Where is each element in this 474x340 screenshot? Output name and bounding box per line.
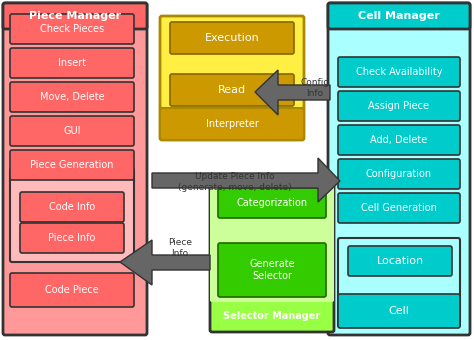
Text: Execution: Execution [205,33,259,43]
Text: Location: Location [376,256,424,266]
Text: Add, Delete: Add, Delete [370,135,428,145]
Text: Update Piece Info
(generate, move, delete): Update Piece Info (generate, move, delet… [178,172,292,192]
Text: Piece Manager: Piece Manager [29,11,121,21]
Text: Code Piece: Code Piece [45,285,99,295]
Text: Piece Info: Piece Info [48,233,96,243]
Text: Move, Delete: Move, Delete [40,92,104,102]
Text: Selector Manager: Selector Manager [223,311,320,321]
FancyBboxPatch shape [10,273,134,307]
Text: Check Availability: Check Availability [356,67,442,77]
FancyBboxPatch shape [348,246,452,276]
Text: Configuration: Configuration [366,169,432,179]
FancyBboxPatch shape [160,16,304,140]
FancyBboxPatch shape [170,74,294,106]
Text: Categorization: Categorization [237,198,308,208]
FancyBboxPatch shape [10,116,134,146]
FancyBboxPatch shape [328,3,470,335]
FancyBboxPatch shape [10,150,134,180]
Polygon shape [255,70,330,115]
Text: Piece Generation: Piece Generation [30,160,114,170]
FancyBboxPatch shape [170,22,294,54]
FancyBboxPatch shape [20,192,124,222]
Polygon shape [120,240,210,285]
Text: Insert: Insert [58,58,86,68]
FancyBboxPatch shape [338,238,460,327]
FancyBboxPatch shape [338,159,460,189]
FancyBboxPatch shape [338,57,460,87]
FancyBboxPatch shape [160,108,304,140]
Text: Read: Read [218,85,246,95]
Text: Check Pieces: Check Pieces [40,24,104,34]
FancyBboxPatch shape [10,82,134,112]
FancyBboxPatch shape [20,223,124,253]
FancyBboxPatch shape [338,294,460,328]
Text: Piece
Info: Piece Info [168,238,192,258]
FancyBboxPatch shape [10,168,134,262]
Text: Interpreter: Interpreter [206,119,258,129]
FancyBboxPatch shape [338,193,460,223]
Text: Assign Piece: Assign Piece [368,101,429,111]
Text: Cell Manager: Cell Manager [358,11,440,21]
Text: GUI: GUI [63,126,81,136]
FancyBboxPatch shape [210,183,334,332]
FancyBboxPatch shape [338,91,460,121]
FancyBboxPatch shape [218,188,326,218]
FancyBboxPatch shape [3,3,147,335]
Text: Config
Info: Config Info [301,78,329,98]
FancyBboxPatch shape [328,3,470,29]
Text: Generate
Selector: Generate Selector [249,259,295,281]
FancyBboxPatch shape [3,3,147,29]
FancyBboxPatch shape [218,243,326,297]
FancyBboxPatch shape [338,125,460,155]
FancyBboxPatch shape [210,183,334,302]
Text: Code Info: Code Info [49,202,95,212]
Polygon shape [152,158,340,202]
Text: Cell Generation: Cell Generation [361,203,437,213]
Text: Cell: Cell [389,306,410,316]
FancyBboxPatch shape [10,48,134,78]
FancyBboxPatch shape [10,14,134,44]
